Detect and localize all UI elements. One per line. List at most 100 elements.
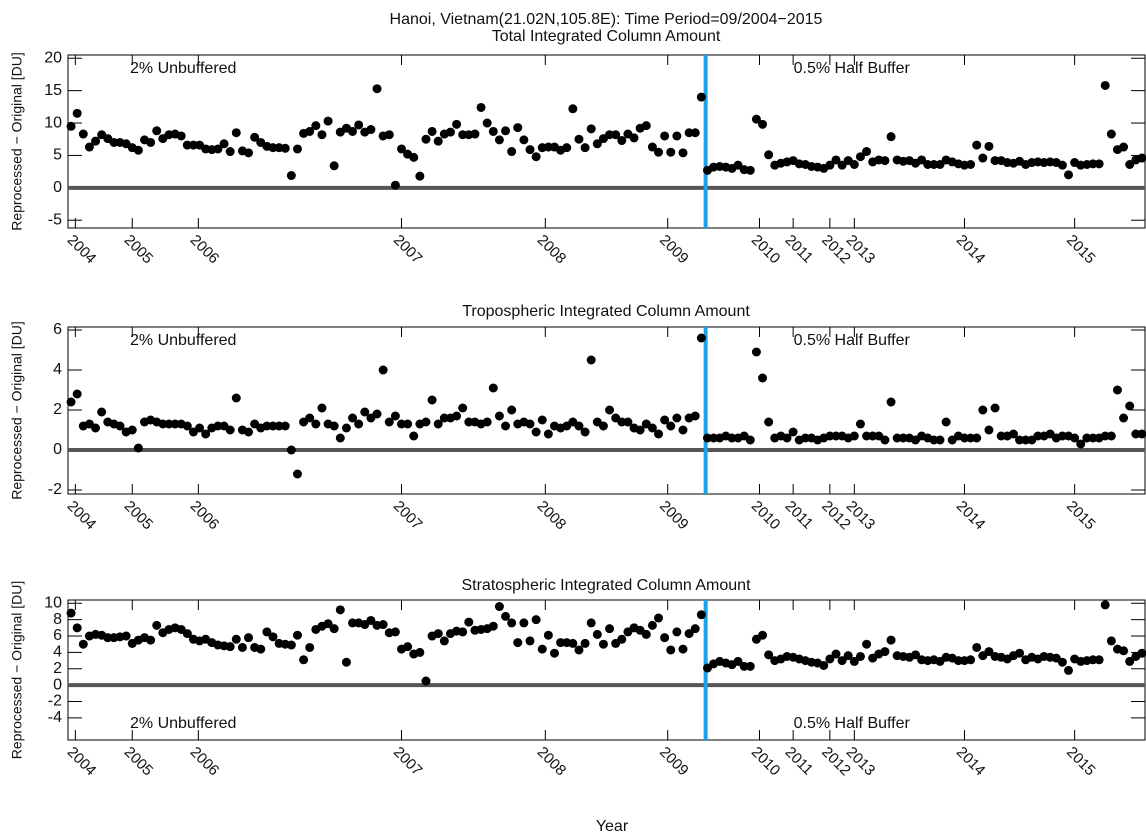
data-point	[225, 642, 235, 652]
data-point	[831, 155, 841, 165]
data-point	[825, 654, 835, 664]
data-point	[562, 143, 572, 153]
data-point	[482, 417, 492, 427]
data-point	[880, 435, 890, 445]
data-point	[1064, 665, 1074, 675]
data-point	[966, 160, 976, 170]
data-point	[323, 619, 333, 629]
y-tick-label: 0	[53, 676, 62, 693]
x-tick-label: 2004	[64, 744, 100, 780]
data-point	[660, 131, 670, 141]
data-point	[758, 373, 768, 383]
data-point	[231, 393, 241, 403]
data-point	[452, 411, 462, 421]
data-point	[911, 650, 921, 660]
data-point	[666, 147, 676, 157]
data-point	[660, 633, 670, 643]
x-tick-label: 2014	[953, 498, 989, 534]
data-point	[397, 144, 407, 154]
data-point	[592, 629, 602, 639]
data-point	[292, 144, 302, 154]
data-point	[244, 427, 254, 437]
data-point	[825, 160, 835, 170]
data-point	[654, 147, 664, 157]
data-point	[513, 123, 523, 133]
data-point	[286, 640, 296, 650]
data-point	[231, 634, 241, 644]
data-point	[403, 642, 413, 652]
y-tick-label: 5	[53, 147, 62, 164]
data-point	[666, 645, 676, 655]
data-point	[862, 147, 872, 157]
y-tick-label: 0	[53, 441, 62, 458]
data-point	[617, 136, 627, 146]
x-tick-label: 2004	[64, 498, 100, 534]
data-point	[568, 104, 578, 114]
data-point	[262, 627, 272, 637]
data-point	[201, 429, 211, 439]
data-point	[1137, 429, 1146, 439]
data-point	[127, 425, 137, 435]
data-point	[250, 132, 260, 142]
data-point	[611, 130, 621, 140]
y-axis-label: Reprocessed − Original [DU]	[9, 52, 25, 231]
data-point	[880, 156, 890, 166]
data-point	[819, 660, 829, 670]
data-point	[311, 121, 321, 131]
data-point	[745, 661, 755, 671]
data-point	[421, 676, 431, 686]
y-axis-label: Reprocessed − Original [DU]	[9, 581, 25, 760]
data-point	[464, 617, 474, 627]
data-point	[1070, 433, 1080, 443]
data-point	[978, 405, 988, 415]
data-point	[1094, 159, 1104, 169]
data-point	[78, 639, 88, 649]
data-point	[329, 624, 339, 634]
y-tick-label: 6	[53, 321, 62, 338]
data-point	[280, 421, 290, 431]
annotation: 0.5% Half Buffer	[794, 332, 911, 349]
x-tick-label: 2008	[534, 498, 570, 534]
data-point	[299, 655, 309, 665]
data-point	[341, 423, 351, 433]
data-point	[1119, 142, 1129, 152]
data-point	[549, 648, 559, 658]
data-point	[745, 435, 755, 445]
y-tick-label: -2	[48, 693, 62, 710]
chart-title: Hanoi, Vietnam(21.02N,105.8E): Time Peri…	[390, 11, 823, 28]
x-tick-label: 2006	[187, 498, 223, 534]
y-tick-label: 4	[53, 361, 62, 378]
data-point	[445, 127, 455, 137]
data-point	[305, 642, 315, 652]
data-point	[219, 139, 229, 149]
data-point	[452, 119, 462, 129]
data-point	[647, 620, 657, 630]
data-point	[984, 141, 994, 151]
data-point	[133, 145, 143, 155]
data-point	[305, 413, 315, 423]
data-point	[1125, 401, 1135, 411]
data-point	[1119, 646, 1129, 656]
data-point	[862, 639, 872, 649]
y-tick-label: 10	[44, 594, 62, 611]
data-point	[537, 644, 547, 654]
data-point	[244, 148, 254, 158]
data-point	[519, 135, 529, 145]
data-point	[507, 147, 517, 157]
data-point	[605, 405, 615, 415]
data-point	[764, 650, 774, 660]
data-point	[935, 435, 945, 445]
data-point	[390, 180, 400, 190]
data-point	[494, 411, 504, 421]
data-point	[592, 139, 602, 149]
data-point	[433, 136, 443, 146]
data-point	[537, 415, 547, 425]
panel-title: Stratospheric Integrated Column Amount	[461, 577, 751, 594]
data-point	[427, 126, 437, 136]
x-tick-label: 2007	[390, 498, 426, 534]
y-tick-label: -2	[48, 481, 62, 498]
data-point	[849, 431, 859, 441]
data-point	[849, 656, 859, 666]
x-tick-label: 2015	[1063, 498, 1099, 534]
x-tick-label: 2011	[782, 498, 817, 533]
